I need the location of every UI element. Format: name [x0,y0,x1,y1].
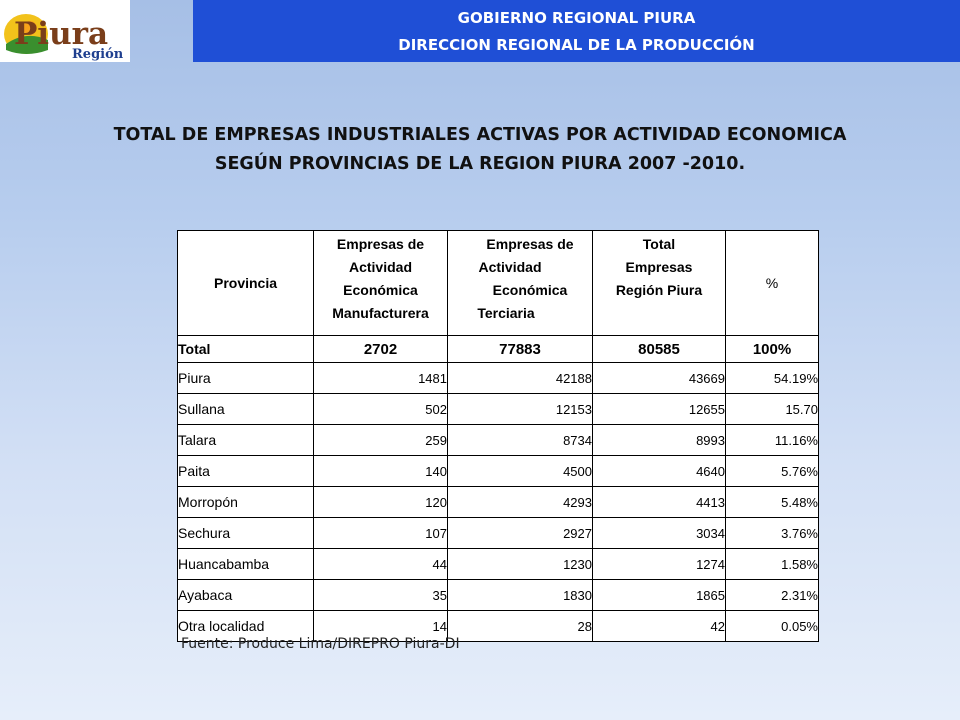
cell-provincia: Sechura [177,517,314,549]
cell-provincia: Sullana [177,393,314,425]
cell-terciaria: 28 [447,610,593,642]
cell-manufacturera: 140 [313,455,448,487]
table-row: Huancabamba 44 1230 1274 1.58% [177,548,819,580]
cell-total: 3034 [592,517,726,549]
cell-provincia: Otra localidad [177,610,314,642]
cell-provincia: Huancabamba [177,548,314,580]
table-row: Ayabaca 35 1830 1865 2.31% [177,579,819,611]
cell-percent: 3.76% [725,517,819,549]
col-header-text: Región Piura [615,282,703,298]
header-band: GOBIERNO REGIONAL PIURA DIRECCION REGION… [193,0,960,62]
table-header-row: Provincia Empresas de Actividad Económic… [177,230,819,336]
col-header-text: Total [642,236,676,252]
cell-manufacturera: 502 [313,393,448,425]
logo-text-top: Piura [14,16,108,52]
cell-manufacturera: 44 [313,548,448,580]
col-header-text: Terciaria [477,305,535,321]
table-row: Otra localidad 14 28 42 0.05% [177,610,819,642]
cell-percent: 0.05% [725,610,819,642]
cell-terciaria: 42188 [447,362,593,394]
cell-provincia: Ayabaca [177,579,314,611]
cell-total: 43669 [592,362,726,394]
col-header-text: Actividad [478,259,542,275]
cell-terciaria: 1830 [447,579,593,611]
logo-graphic: Piura Región [4,14,124,62]
col-header-text: Empresas de [486,236,574,252]
cell-terciaria: 1230 [447,548,593,580]
page-title-line-1: TOTAL DE EMPRESAS INDUSTRIALES ACTIVAS P… [113,125,847,145]
cell-terciaria: 2927 [447,517,593,549]
cell-total: 80585 [592,335,726,363]
table-row: Morropón 120 4293 4413 5.48% [177,486,819,518]
source-note: Fuente: Produce Lima/DIREPRO Piura-DI [181,636,460,652]
cell-manufacturera: 1481 [313,362,448,394]
col-header-text: Actividad [348,259,412,275]
cell-percent: 11.16% [725,424,819,456]
cell-percent: 2.31% [725,579,819,611]
col-header-text: Empresas de [336,236,425,252]
table-total-row: Total 2702 77883 80585 100% [177,335,819,363]
col-header-percent: % [725,230,819,336]
cell-total: 8993 [592,424,726,456]
table-row: Sechura 107 2927 3034 3.76% [177,517,819,549]
cell-provincia: Morropón [177,486,314,518]
header-line-1: GOBIERNO REGIONAL PIURA [457,9,696,27]
cell-manufacturera: 2702 [313,335,448,363]
cell-terciaria: 4500 [447,455,593,487]
piura-region-logo: Piura Región [0,0,130,62]
page-title-line-2: SEGÚN PROVINCIAS DE LA REGION PIURA 2007… [214,154,746,174]
col-header-text: Empresas [625,259,693,275]
table-row: Talara 259 8734 8993 11.16% [177,424,819,456]
cell-total: 4413 [592,486,726,518]
col-header-provincia: Provincia [177,230,314,336]
cell-manufacturera: 35 [313,579,448,611]
col-header-text: Manufacturera [332,305,429,321]
cell-manufacturera: 120 [313,486,448,518]
cell-manufacturera: 107 [313,517,448,549]
companies-table: Provincia Empresas de Actividad Económic… [177,230,819,642]
cell-percent: 5.76% [725,455,819,487]
cell-manufacturera: 259 [313,424,448,456]
col-header-text: Económica [492,282,568,298]
table-row: Paita 140 4500 4640 5.76% [177,455,819,487]
cell-total: 1865 [592,579,726,611]
cell-terciaria: 8734 [447,424,593,456]
cell-provincia: Paita [177,455,314,487]
cell-percent: 15.70 [725,393,819,425]
cell-terciaria: 4293 [447,486,593,518]
cell-provincia: Piura [177,362,314,394]
cell-percent: 1.58% [725,548,819,580]
cell-provincia: Talara [177,424,314,456]
col-header-text: Económica [343,282,418,298]
col-header-terciaria: Empresas de Actividad Económica Terciari… [447,230,593,336]
cell-provincia: Total [177,335,314,363]
cell-percent: 5.48% [725,486,819,518]
cell-total: 42 [592,610,726,642]
logo-text-bottom: Región [72,47,124,62]
cell-percent: 100% [725,335,819,363]
cell-total: 1274 [592,548,726,580]
header-line-2: DIRECCION REGIONAL DE LA PRODUCCIÓN [398,36,755,54]
cell-terciaria: 77883 [447,335,593,363]
table-row: Sullana 502 12153 12655 15.70 [177,393,819,425]
cell-total: 12655 [592,393,726,425]
cell-terciaria: 12153 [447,393,593,425]
cell-manufacturera: 14 [313,610,448,642]
cell-percent: 54.19% [725,362,819,394]
table-body: Piura 1481 42188 43669 54.19% Sullana 502 12153… [177,362,819,642]
col-header-total-empresas: Total Empresas Región Piura [592,230,726,336]
cell-total: 4640 [592,455,726,487]
col-header-manufacturera: Empresas de Actividad Económica Manufact… [313,230,448,336]
table-row: Piura 1481 42188 43669 54.19% [177,362,819,394]
